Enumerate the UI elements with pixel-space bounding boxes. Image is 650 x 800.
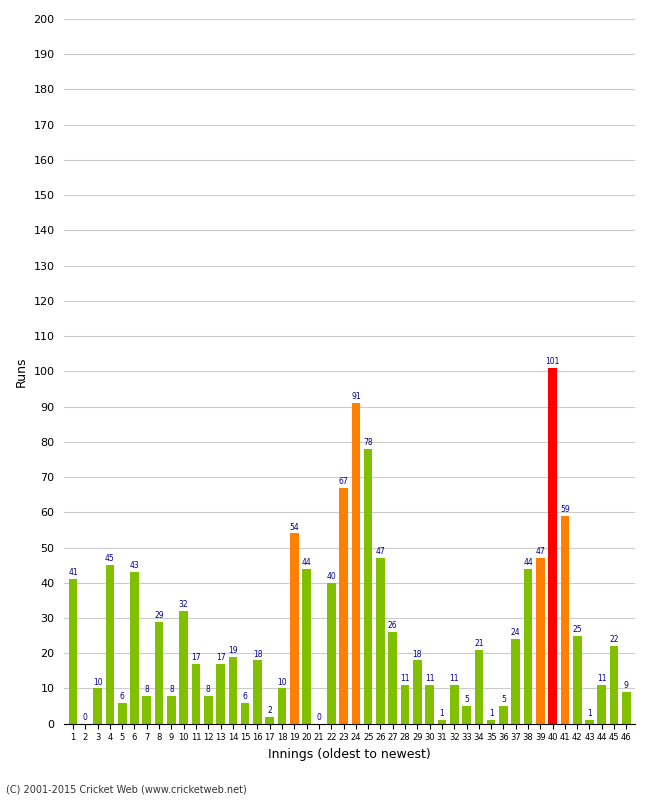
Bar bbox=[610, 646, 618, 724]
Text: 32: 32 bbox=[179, 600, 188, 610]
Bar bbox=[142, 695, 151, 724]
Bar bbox=[278, 689, 287, 724]
Text: 11: 11 bbox=[400, 674, 410, 683]
Bar bbox=[389, 632, 397, 724]
Text: 24: 24 bbox=[511, 628, 521, 638]
Bar bbox=[69, 579, 77, 724]
Bar bbox=[512, 639, 520, 724]
Text: 40: 40 bbox=[326, 572, 336, 581]
Text: 17: 17 bbox=[216, 653, 226, 662]
Text: 6: 6 bbox=[242, 692, 248, 701]
Bar bbox=[94, 689, 102, 724]
Text: 10: 10 bbox=[93, 678, 103, 686]
Text: 10: 10 bbox=[278, 678, 287, 686]
Text: 67: 67 bbox=[339, 477, 348, 486]
Bar bbox=[130, 572, 139, 724]
Bar bbox=[413, 660, 422, 724]
Text: 54: 54 bbox=[289, 522, 299, 532]
Text: 11: 11 bbox=[450, 674, 459, 683]
Text: 44: 44 bbox=[302, 558, 311, 567]
Bar bbox=[573, 636, 582, 724]
Text: 78: 78 bbox=[363, 438, 373, 447]
Text: 47: 47 bbox=[536, 547, 545, 556]
Text: 44: 44 bbox=[523, 558, 533, 567]
Text: 1: 1 bbox=[587, 710, 592, 718]
Bar bbox=[327, 582, 335, 724]
Text: 11: 11 bbox=[597, 674, 606, 683]
Bar bbox=[339, 488, 348, 724]
Text: 5: 5 bbox=[501, 695, 506, 704]
Text: 5: 5 bbox=[464, 695, 469, 704]
Bar bbox=[155, 622, 163, 724]
Bar bbox=[536, 558, 545, 724]
Text: 25: 25 bbox=[573, 625, 582, 634]
Bar bbox=[253, 660, 262, 724]
Bar bbox=[376, 558, 385, 724]
Bar bbox=[487, 720, 495, 724]
Bar bbox=[179, 611, 188, 724]
Text: 8: 8 bbox=[169, 685, 174, 694]
Bar bbox=[437, 720, 447, 724]
Text: 6: 6 bbox=[120, 692, 125, 701]
Text: 41: 41 bbox=[68, 569, 78, 578]
Bar bbox=[192, 664, 200, 724]
Text: 2: 2 bbox=[267, 706, 272, 715]
Bar bbox=[450, 685, 458, 724]
Text: 22: 22 bbox=[609, 635, 619, 645]
Text: 18: 18 bbox=[253, 650, 262, 658]
Bar bbox=[105, 565, 114, 724]
Y-axis label: Runs: Runs bbox=[15, 356, 28, 386]
Bar bbox=[241, 702, 250, 724]
X-axis label: Innings (oldest to newest): Innings (oldest to newest) bbox=[268, 748, 431, 761]
Text: 9: 9 bbox=[624, 682, 629, 690]
Text: 43: 43 bbox=[129, 562, 139, 570]
Bar bbox=[622, 692, 630, 724]
Bar bbox=[265, 717, 274, 724]
Bar bbox=[167, 695, 176, 724]
Text: 59: 59 bbox=[560, 505, 570, 514]
Bar bbox=[499, 706, 508, 724]
Bar bbox=[216, 664, 225, 724]
Bar bbox=[302, 569, 311, 724]
Bar bbox=[229, 657, 237, 724]
Text: 8: 8 bbox=[144, 685, 149, 694]
Text: 29: 29 bbox=[154, 610, 164, 620]
Text: 0: 0 bbox=[83, 713, 88, 722]
Bar bbox=[524, 569, 532, 724]
Text: (C) 2001-2015 Cricket Web (www.cricketweb.net): (C) 2001-2015 Cricket Web (www.cricketwe… bbox=[6, 784, 247, 794]
Bar bbox=[560, 516, 569, 724]
Bar bbox=[474, 650, 483, 724]
Text: 101: 101 bbox=[545, 357, 560, 366]
Text: 45: 45 bbox=[105, 554, 115, 563]
Text: 18: 18 bbox=[413, 650, 422, 658]
Text: 11: 11 bbox=[425, 674, 434, 683]
Text: 47: 47 bbox=[376, 547, 385, 556]
Bar bbox=[204, 695, 213, 724]
Text: 21: 21 bbox=[474, 639, 484, 648]
Bar bbox=[549, 368, 557, 724]
Bar bbox=[364, 449, 372, 724]
Bar bbox=[585, 720, 594, 724]
Text: 8: 8 bbox=[206, 685, 211, 694]
Text: 0: 0 bbox=[317, 713, 321, 722]
Bar bbox=[425, 685, 434, 724]
Text: 17: 17 bbox=[191, 653, 201, 662]
Bar bbox=[352, 403, 360, 724]
Text: 1: 1 bbox=[489, 710, 493, 718]
Text: 26: 26 bbox=[388, 622, 398, 630]
Bar bbox=[401, 685, 410, 724]
Text: 19: 19 bbox=[228, 646, 238, 655]
Bar bbox=[462, 706, 471, 724]
Text: 1: 1 bbox=[439, 710, 445, 718]
Bar bbox=[290, 534, 298, 724]
Bar bbox=[118, 702, 127, 724]
Bar bbox=[597, 685, 606, 724]
Text: 91: 91 bbox=[351, 392, 361, 402]
